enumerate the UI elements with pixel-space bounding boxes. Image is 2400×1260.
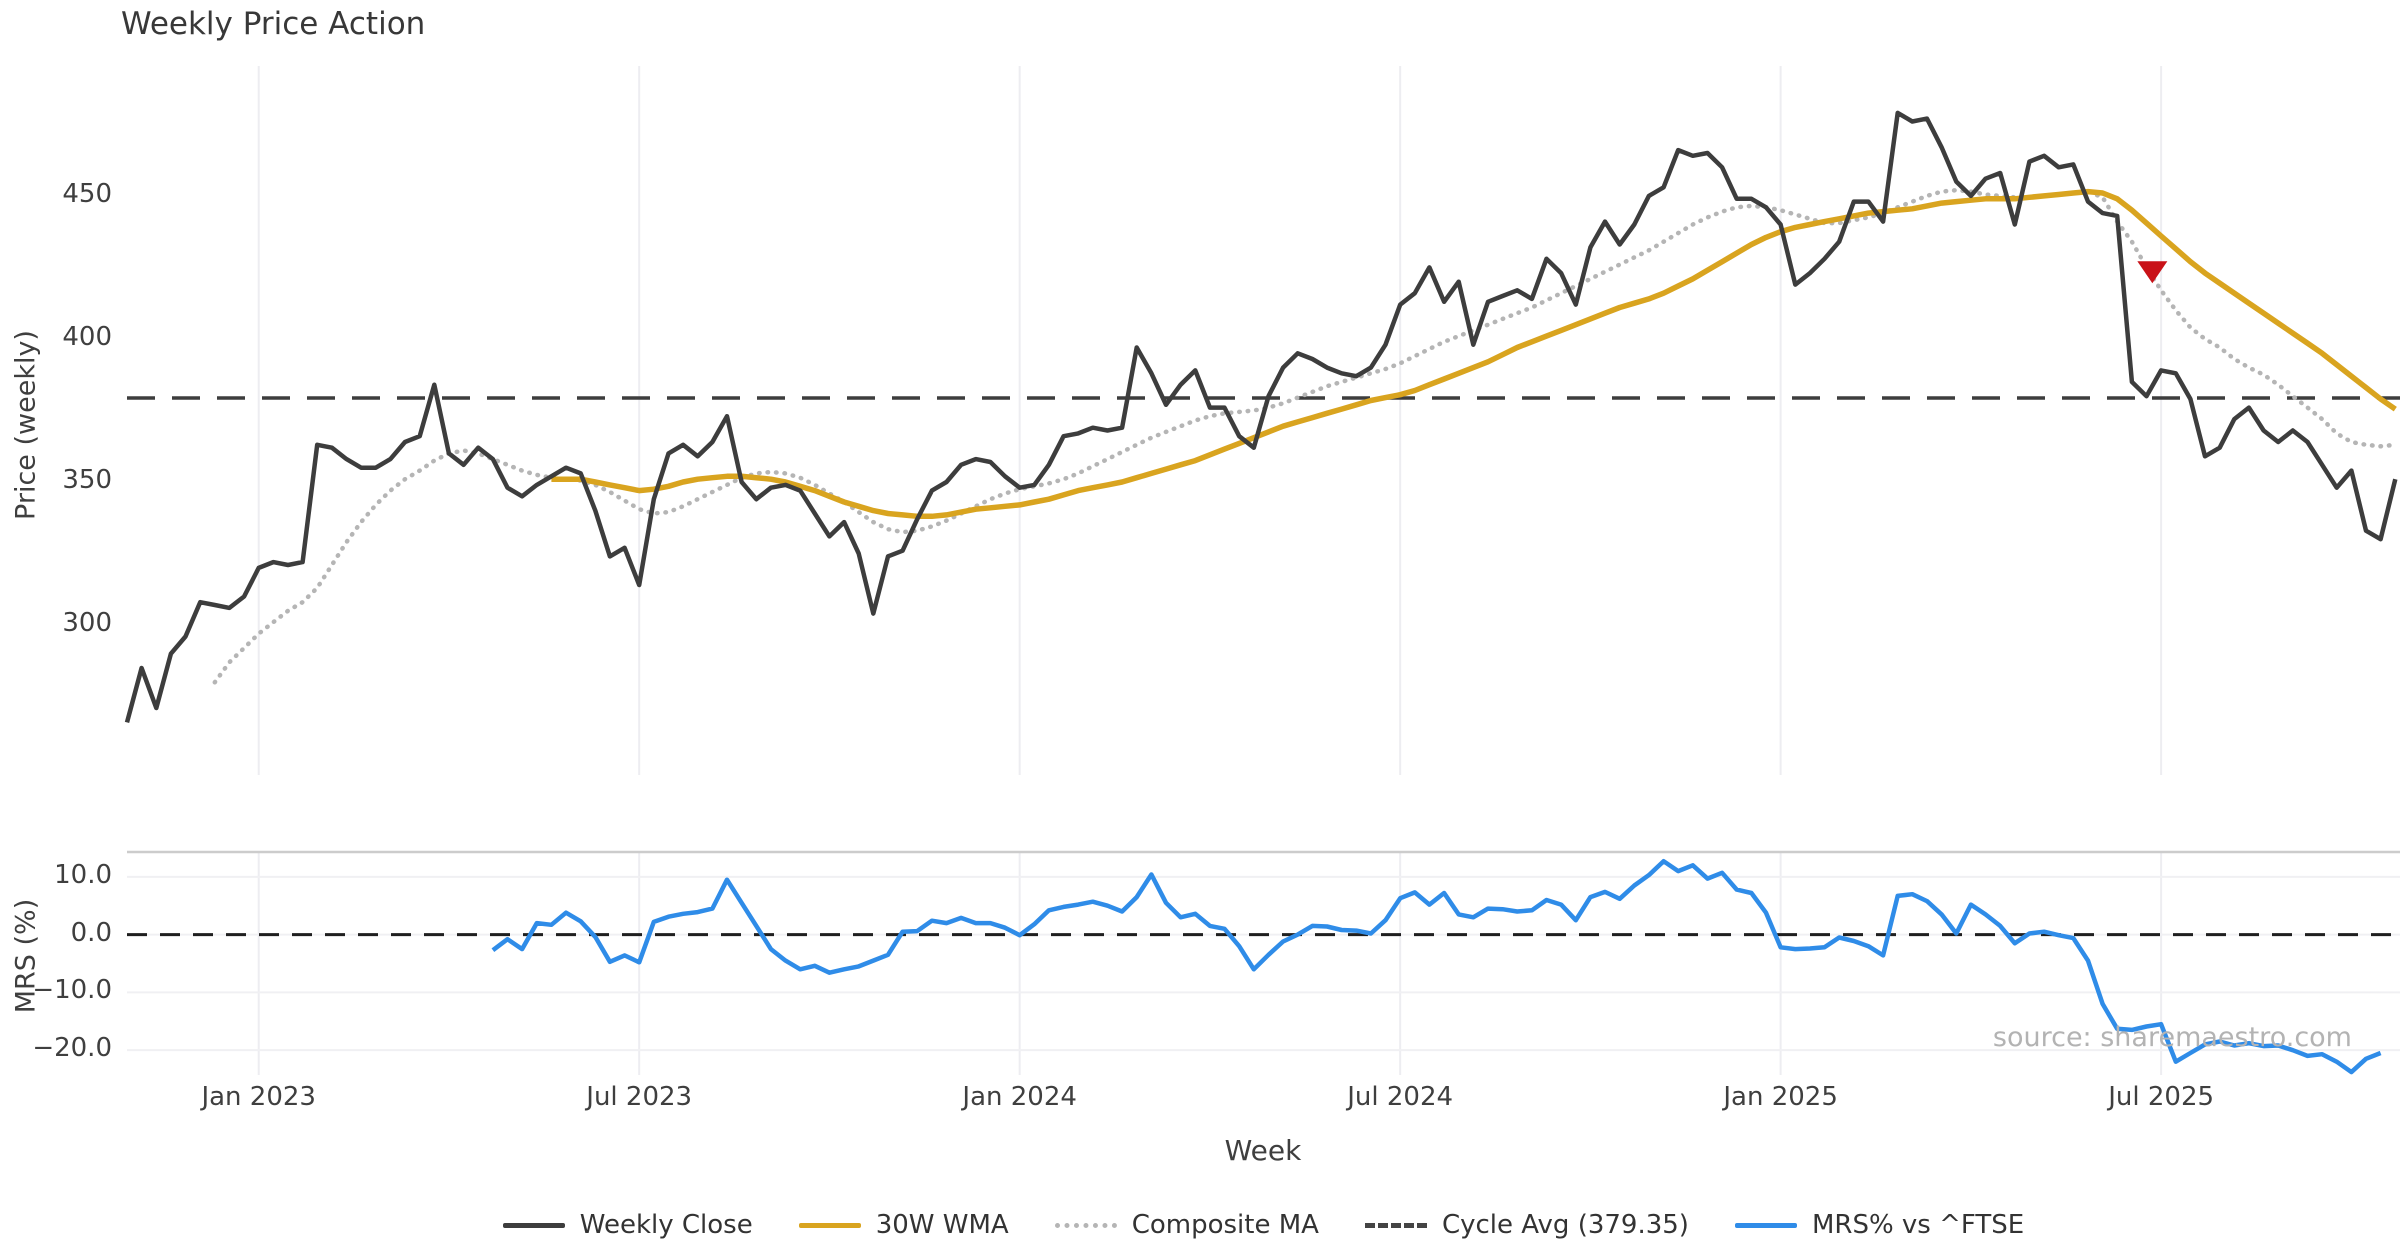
- legend-swatch-solid-icon: [798, 1222, 861, 1228]
- price-ytick-label: 400: [62, 321, 112, 352]
- legend-swatch-solid-icon: [1734, 1222, 1797, 1228]
- series-weekly-close: [124, 110, 2398, 723]
- legend-label: Weekly Close: [579, 1210, 753, 1240]
- sell-signal-marker-icon: [2137, 261, 2168, 284]
- legend-item-composite-ma: Composite MA: [1054, 1210, 1319, 1240]
- xtick-label: Jul 2025: [2108, 1082, 2215, 1112]
- legend-label: Composite MA: [1131, 1210, 1319, 1240]
- legend: Weekly Close 30W WMA Composite MA Cycle Avg…: [127, 1200, 2400, 1250]
- legend-item-weekly-close: Weekly Close: [502, 1210, 753, 1240]
- xtick-label: Jul 2024: [1347, 1082, 1454, 1112]
- chart-title: Weekly Price Action: [121, 6, 426, 42]
- xtick-label: Jul 2023: [586, 1082, 693, 1112]
- xtick-label: Jan 2023: [201, 1082, 316, 1112]
- source-watermark: source: sharemaestro.com: [1992, 1022, 2352, 1053]
- legend-swatch-dotted-icon: [1054, 1222, 1117, 1228]
- xtick-label: Jan 2024: [962, 1082, 1077, 1112]
- mrs-ytick-label: 10.0: [54, 859, 112, 890]
- legend-label: MRS% vs ^FTSE: [1811, 1210, 2025, 1240]
- legend-swatch-dashed-icon: [1364, 1222, 1427, 1228]
- legend-label: Cycle Avg (379.35): [1441, 1210, 1689, 1240]
- price-ytick-label: 350: [62, 465, 112, 495]
- series-composite-ma: [212, 187, 2398, 685]
- mrs-ytick-label: 0.0: [70, 917, 112, 948]
- price-ytick-label: 300: [62, 608, 112, 639]
- legend-item-mrs-vs-ftse: MRS% vs ^FTSE: [1734, 1210, 2025, 1240]
- legend-item-30w-wma: 30W WMA: [798, 1210, 1009, 1240]
- legend-label: 30W WMA: [875, 1210, 1009, 1240]
- legend-item-cycle-avg-379-35-: Cycle Avg (379.35): [1364, 1210, 1689, 1240]
- price-ytick-label: 450: [62, 178, 112, 209]
- legend-swatch-solid-icon: [502, 1222, 565, 1228]
- series-30w-wma: [551, 188, 2397, 520]
- mrs-ytick-label: −10.0: [32, 975, 112, 1006]
- xtick-label: Jan 2025: [1723, 1082, 1838, 1112]
- series-mrs-vs-ftse: [491, 858, 2382, 1075]
- mrs-ytick-label: −20.0: [32, 1033, 112, 1064]
- x-axis-label: Week: [1224, 1134, 1302, 1167]
